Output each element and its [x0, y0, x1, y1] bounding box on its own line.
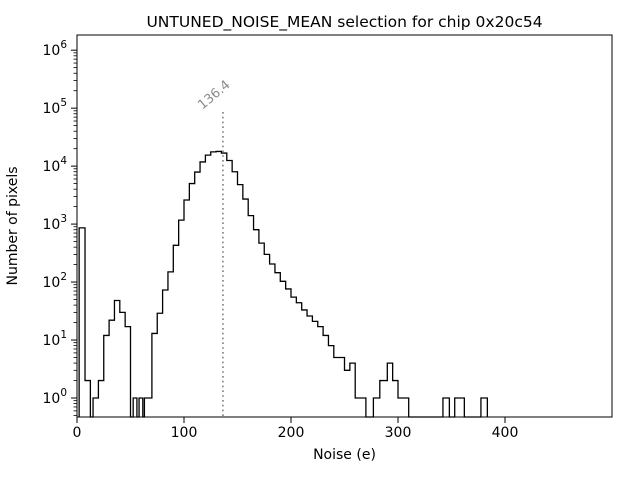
y-tick-label: 105: [42, 97, 67, 117]
y-axis-label: Number of pixels: [5, 166, 21, 285]
threshold-value-label: 136.4: [195, 78, 233, 113]
plot-area-border: [76, 34, 613, 418]
y-tick-label: 106: [42, 39, 67, 59]
y-tick-label: 100: [42, 387, 67, 407]
y-tick-label: 101: [42, 329, 67, 349]
chart-title: UNTUNED_NOISE_MEAN selection for chip 0x…: [146, 13, 542, 32]
x-tick-label: 100: [171, 425, 198, 441]
histogram-series: [78, 150, 488, 418]
threshold-marker: 136.4: [195, 78, 233, 417]
x-tick-label: 0: [73, 425, 82, 441]
x-tick-label: 300: [385, 425, 412, 441]
x-axis-label: Noise (e): [313, 447, 376, 463]
y-tick-label: 102: [42, 271, 67, 291]
axis-ticks: 0 100 200 300 400 100 101 102 103 104 105 106: [42, 39, 518, 441]
histogram-step-line: [78, 150, 488, 418]
x-tick-label: 200: [278, 425, 305, 441]
y-tick-label: 104: [42, 155, 67, 175]
y-tick-label: 103: [42, 213, 67, 233]
x-tick-label: 400: [492, 425, 519, 441]
